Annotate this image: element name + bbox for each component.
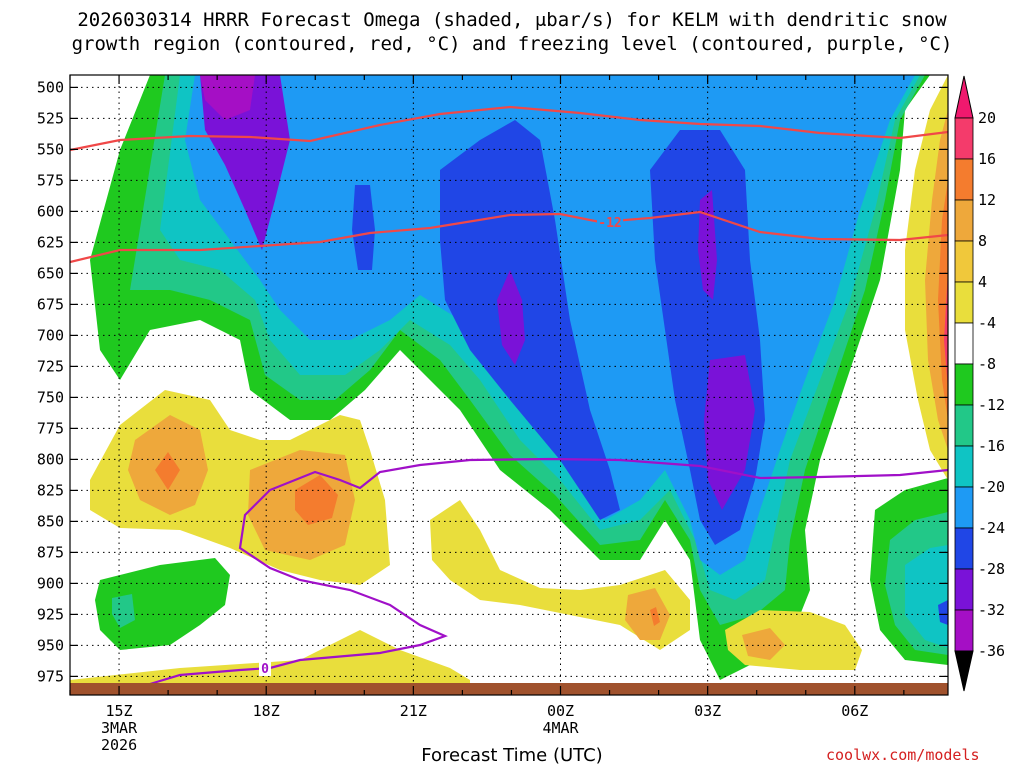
colorbar-label: -36 — [978, 642, 1005, 660]
colorbar: 20 16 12 8 4 -4 -8 -12 -16 -20 -24 -28 -32 -36 — [954, 75, 1005, 692]
y-tick-label: 550 — [37, 140, 64, 158]
chart-subtitle: growth region (contoured, red, °C) and f… — [71, 33, 953, 55]
colorbar-label: -20 — [978, 478, 1005, 496]
colorbar-label: 12 — [978, 191, 996, 209]
colorbar-label: 16 — [978, 150, 996, 168]
x-date-label: 4MAR — [542, 719, 579, 737]
dgz-upper-contour — [70, 105, 948, 152]
chart-title: 2026030314 HRRR Forecast Omega (shaded, … — [77, 9, 947, 31]
y-tick-label: 800 — [37, 450, 64, 468]
omega-region-neg-12b — [112, 594, 135, 628]
omega-shading — [70, 75, 948, 695]
plot-frame — [69, 74, 949, 696]
omega-region-neg-20e — [938, 600, 948, 625]
colorbar-segment — [954, 568, 974, 611]
omega-region-pos-8d — [742, 628, 785, 660]
colorbar-label: 4 — [978, 273, 987, 291]
y-tick-label: 900 — [37, 574, 64, 592]
y-tick-label: 500 — [37, 78, 64, 96]
omega-region-pos-12a — [155, 452, 180, 490]
y-tick-label: 650 — [37, 264, 64, 282]
colorbar-segment — [954, 199, 974, 242]
colorbar-label: -32 — [978, 601, 1005, 619]
x-tick-label: 06Z — [841, 702, 868, 720]
y-tick-label: 875 — [37, 543, 64, 561]
colorbar-segment — [954, 158, 974, 201]
omega-region-neg-24d — [704, 355, 755, 510]
omega-region-pos-4b — [430, 500, 690, 650]
colorbar-segment — [954, 240, 974, 283]
colorbar-segment — [954, 486, 974, 529]
colorbar-label: -16 — [978, 437, 1005, 455]
x-tick-label: 21Z — [400, 702, 427, 720]
omega-region-pos-12b — [295, 475, 338, 525]
y-axis: 500 525 550 575 600 625 650 675 700 725 750 775 800 8… — [37, 78, 948, 685]
y-tick-label: 525 — [37, 109, 64, 127]
temperature-contours — [70, 105, 948, 689]
colorbar-segment — [954, 322, 974, 365]
omega-region-pos-12c — [650, 607, 660, 626]
colorbar-min-arrow — [954, 650, 974, 692]
y-tick-label: 775 — [37, 419, 64, 437]
colorbar-segment — [954, 363, 974, 406]
colorbar-segment — [954, 281, 974, 324]
omega-region-pos-12e — [938, 180, 948, 420]
y-tick-label: 600 — [37, 202, 64, 220]
dgz-contour-label: -12 — [598, 216, 621, 231]
y-tick-label: 925 — [37, 605, 64, 623]
y-tick-label: 575 — [37, 171, 64, 189]
dgz-label-bg — [597, 215, 623, 229]
colorbar-label: 20 — [978, 109, 996, 127]
freezing-contour-label: 0 — [261, 662, 269, 677]
y-tick-label: 625 — [37, 233, 64, 251]
ground-terrain — [70, 683, 948, 695]
omega-region-neg-8b — [95, 558, 230, 650]
y-tick-label: 850 — [37, 512, 64, 530]
x-tick-label: 03Z — [694, 702, 721, 720]
colorbar-label: -8 — [978, 355, 996, 373]
y-tick-label: 975 — [37, 667, 64, 685]
grid-lines — [70, 75, 948, 695]
colorbar-segment — [954, 609, 974, 652]
omega-region-neg-24c — [698, 190, 717, 300]
x-tick-label: 00Z — [547, 702, 574, 720]
omega-region-neg-16c — [905, 545, 948, 648]
y-tick-label: 725 — [37, 357, 64, 375]
colorbar-label: -4 — [978, 314, 996, 332]
omega-region-neg-24 — [200, 75, 290, 250]
colorbar-segment — [954, 404, 974, 447]
colorbar-label: -24 — [978, 519, 1005, 537]
y-tick-label: 700 — [37, 326, 64, 344]
colorbar-segment — [954, 445, 974, 488]
colorbar-segment — [954, 527, 974, 570]
dgz-lower-contour — [70, 210, 948, 264]
colorbar-max-arrow — [954, 75, 974, 119]
freezing-level-contour — [139, 457, 948, 689]
colorbar-label: -12 — [978, 396, 1005, 414]
y-tick-label: 675 — [37, 295, 64, 313]
credit-text: coolwx.com/models — [826, 746, 980, 764]
colorbar-label: 8 — [978, 232, 987, 250]
y-tick-label: 825 — [37, 481, 64, 499]
colorbar-segment — [954, 117, 974, 160]
x-year-label: 2026 — [101, 736, 137, 754]
freezing-label-bg — [259, 662, 271, 676]
y-tick-label: 950 — [37, 636, 64, 654]
omega-region-pos-16e — [944, 270, 948, 390]
omega-region-neg-24b — [497, 270, 525, 365]
x-tick-label: 15Z — [106, 702, 133, 720]
omega-region-neg-20c — [352, 185, 375, 270]
y-tick-label: 750 — [37, 388, 64, 406]
x-tick-label: 18Z — [253, 702, 280, 720]
colorbar-label: -28 — [978, 560, 1005, 578]
x-date-label: 3MAR — [101, 719, 138, 737]
x-axis-label: Forecast Time (UTC) — [421, 745, 603, 766]
omega-region-neg-28 — [200, 75, 255, 120]
